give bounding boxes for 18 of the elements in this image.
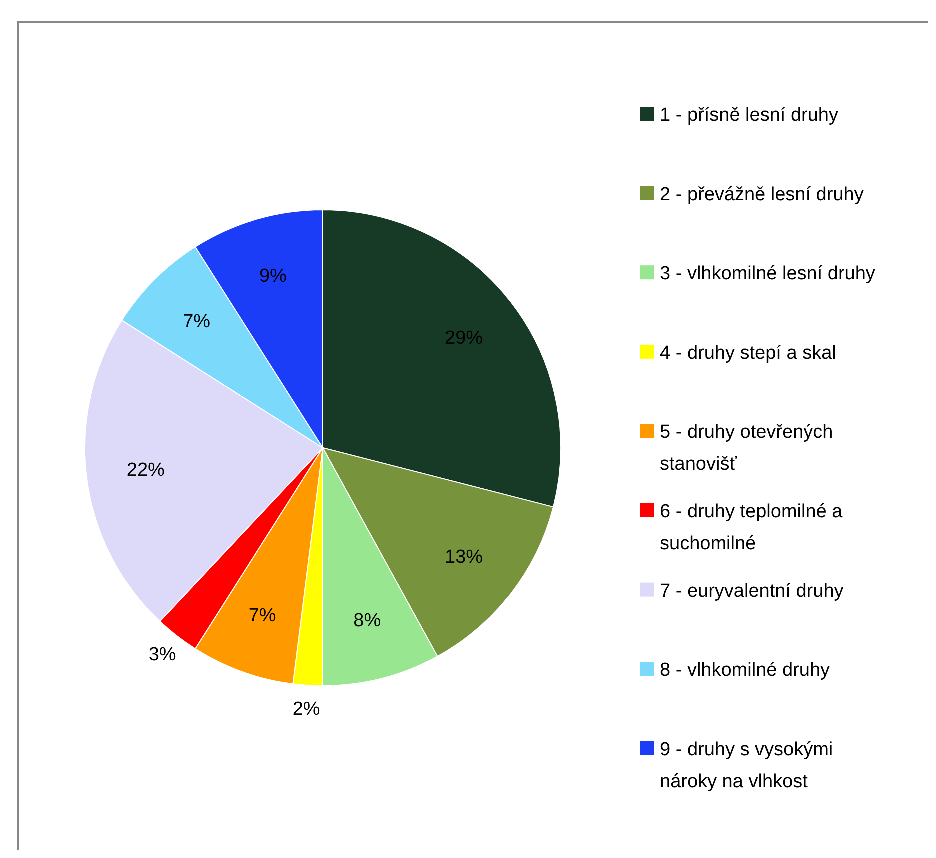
legend-label: 5 - druhy otevřených stanovišť [660,422,834,475]
legend-label: 6 - druhy teplomilné a suchomilné [660,501,844,554]
legend-label: 8 - vlhkomilné druhy [660,660,831,681]
legend-label: 1 - přísně lesní druhy [660,104,839,126]
data-label: 7% [183,311,211,332]
legend-label: 2 - převážně lesní druhy [660,184,864,205]
data-label: 9% [259,266,288,288]
data-label: 7% [248,605,276,626]
legend-label: 9 - druhy s vysokými nároky na vlhkost [660,738,834,792]
data-label: 22% [126,460,166,481]
data-label: 29% [445,328,484,350]
legend-label: 7 - euryvalentní druhy [660,580,844,602]
data-label: 8% [354,610,382,632]
data-label: 2% [292,698,320,720]
legend-label: 3 - vlhkomilné lesní druhy [660,263,876,284]
data-label: 3% [148,644,176,666]
data-label: 13% [445,546,484,568]
legend-label: 4 - druhy stepí a skal [660,342,836,364]
